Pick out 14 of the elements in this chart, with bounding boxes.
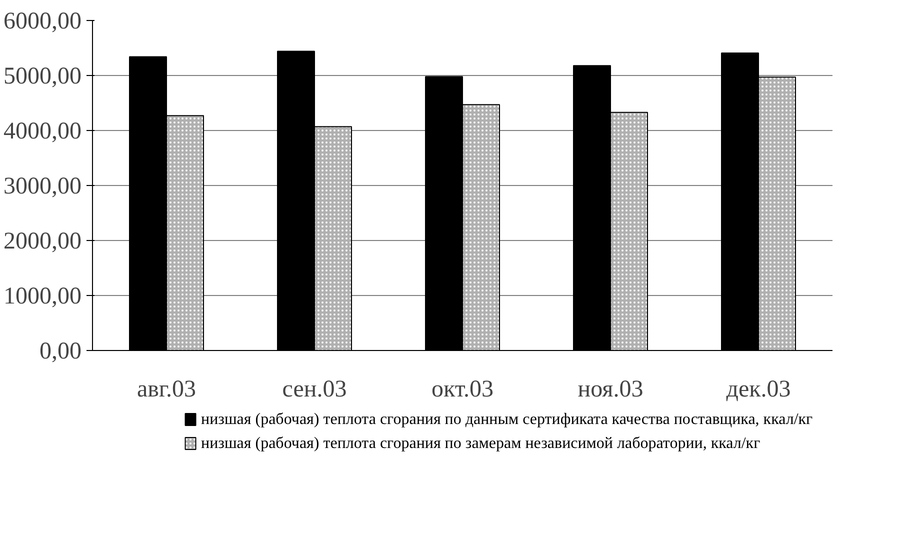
y-tick-label: 2000,00: [4, 228, 82, 254]
y-tick-label: 4000,00: [4, 118, 82, 144]
y-tick-label: 6000,00: [4, 8, 82, 34]
y-tick-label: 1000,00: [4, 284, 82, 310]
x-tick-label: сен.03: [282, 376, 347, 402]
x-tick-label: ноя.03: [578, 376, 644, 402]
legend-label: низшая (рабочая) теплота сгорания по замерам независимой лаборатории, ккал/кг: [201, 435, 761, 452]
y-tick-label: 3000,00: [4, 174, 82, 200]
y-tick-label: 0,00: [40, 338, 82, 364]
x-tick-label: окт.03: [431, 376, 494, 402]
y-tick-label: 5000,00: [4, 64, 82, 90]
x-tick-label: дек.03: [726, 376, 791, 402]
x-tick-label: авг.03: [136, 376, 196, 402]
legend-label: низшая (рабочая) теплота сгорания по данным сертификата качества поставщика, ккал/кг: [201, 411, 814, 428]
